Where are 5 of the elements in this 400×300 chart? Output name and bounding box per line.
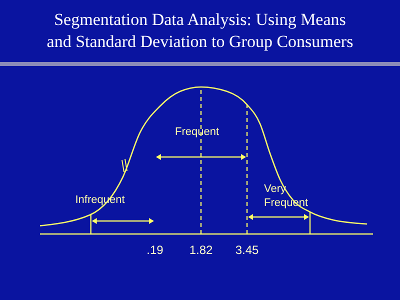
x-tick-label: .19	[146, 243, 164, 257]
chart-title: Segmentation Data Analysis: Using Means and Standard Deviation to Group Consumers	[46, 10, 354, 51]
annotation: Frequent	[174, 126, 220, 138]
x-tick-label: 1.82	[189, 243, 213, 257]
x-tick-label: 3.45	[235, 243, 260, 257]
